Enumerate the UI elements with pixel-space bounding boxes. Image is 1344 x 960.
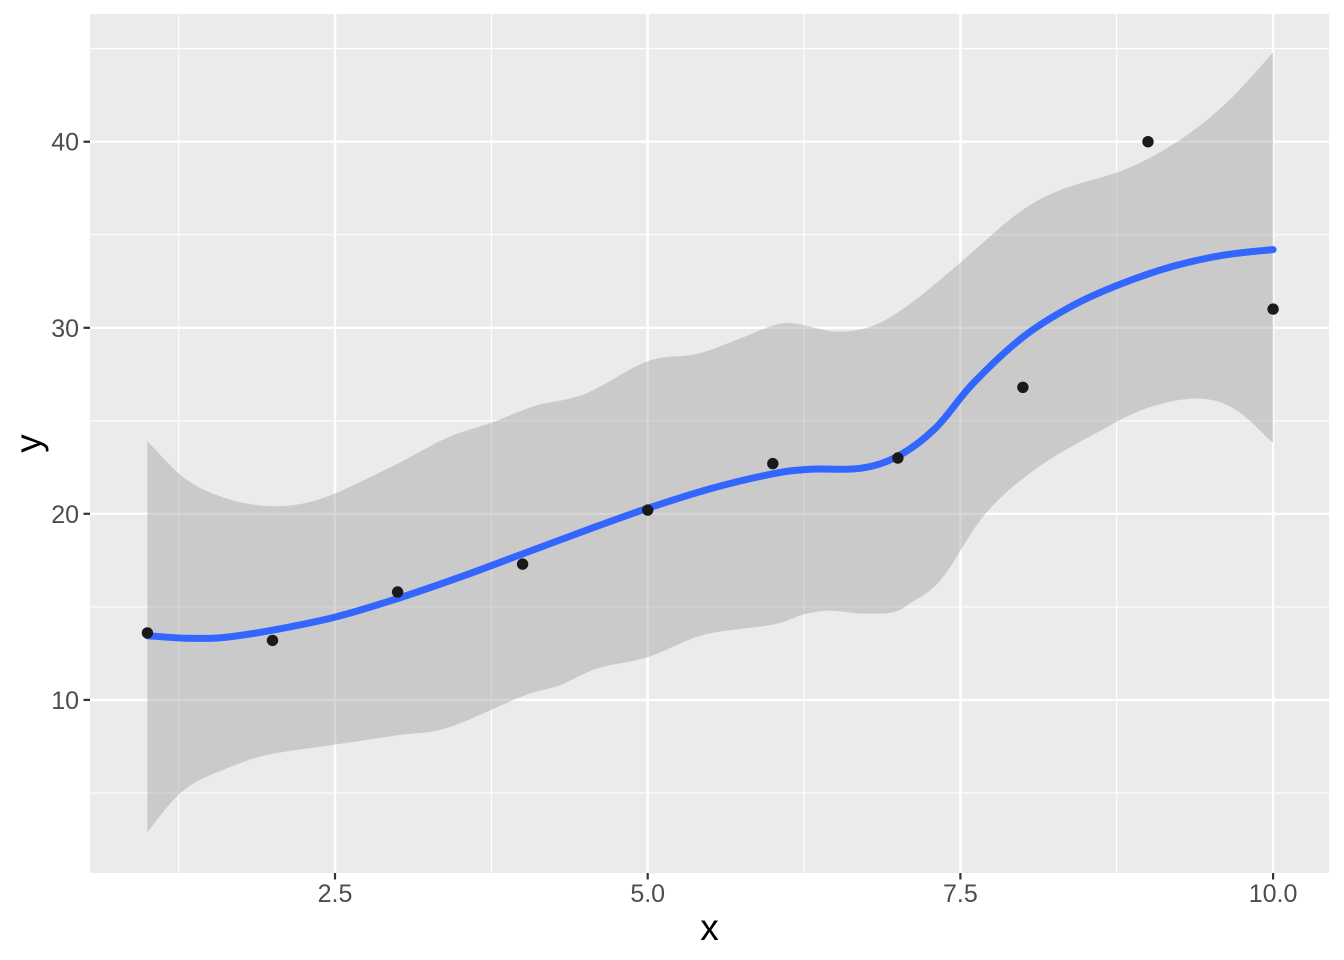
data-point <box>1142 136 1154 148</box>
smooth-line <box>143 246 1277 642</box>
data-point <box>1267 303 1279 315</box>
y-tick-label: 30 <box>51 315 79 343</box>
data-point <box>266 634 279 647</box>
x-tick-label: 2.5 <box>318 880 353 908</box>
y-tick-label: 20 <box>51 501 79 529</box>
data-point <box>767 457 779 470</box>
y-axis-title: y <box>8 434 49 453</box>
data-point <box>516 558 529 570</box>
panel-background <box>90 14 1329 873</box>
data-point <box>1017 381 1029 393</box>
y-tick-label: 10 <box>51 687 79 715</box>
x-tick-label: 5.0 <box>630 880 665 908</box>
y-tick-label: 40 <box>51 129 79 157</box>
data-point <box>141 627 154 639</box>
x-axis-title: x <box>700 907 719 948</box>
data-point <box>642 504 654 516</box>
data-point <box>391 586 404 598</box>
x-tick-label: 7.5 <box>943 880 978 908</box>
data-point <box>892 452 904 464</box>
confidence-ribbon <box>147 52 1274 833</box>
x-tick-label: 10.0 <box>1249 880 1298 908</box>
